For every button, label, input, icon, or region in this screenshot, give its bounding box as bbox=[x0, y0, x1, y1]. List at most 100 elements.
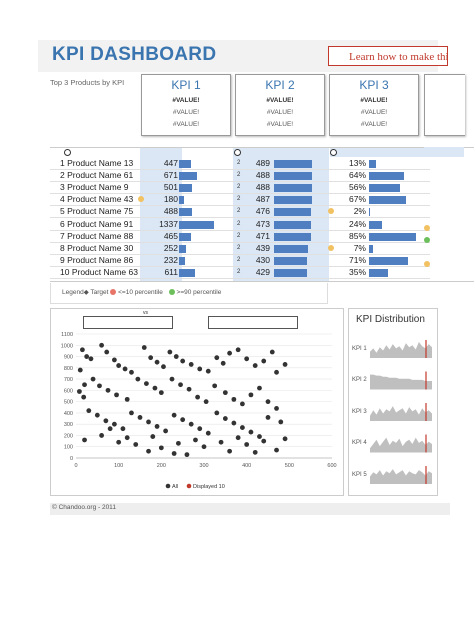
legend-all-marker bbox=[165, 483, 171, 489]
table-row-divider bbox=[50, 193, 430, 195]
x-tick-label: 200 bbox=[157, 463, 166, 469]
y-tick-label: 600 bbox=[64, 388, 73, 394]
x-tick-label: 0 bbox=[74, 463, 77, 469]
kpi3-percentile-marker bbox=[328, 208, 334, 215]
table-row-label: 2 Product Name 61 bbox=[60, 170, 134, 181]
kpi1-bar bbox=[179, 220, 214, 229]
kpi2-value: 473 bbox=[255, 218, 270, 229]
scatter-point bbox=[222, 390, 228, 396]
kpi1-sort-radio[interactable] bbox=[64, 149, 71, 156]
scatter-point bbox=[129, 410, 134, 416]
scatter-point bbox=[257, 385, 262, 391]
scatter-point bbox=[122, 366, 128, 372]
table-bottom-border bbox=[50, 281, 474, 282]
kpi1-bar bbox=[179, 256, 185, 265]
scatter-point bbox=[112, 421, 117, 427]
scatter-point bbox=[80, 347, 85, 353]
kpi3-value: 71% bbox=[348, 254, 366, 265]
kpi2-value: 476 bbox=[255, 206, 270, 217]
scatter-point bbox=[222, 416, 228, 421]
distribution-label-kpi4: KPI 4 bbox=[352, 440, 367, 446]
kpi4-marker bbox=[424, 225, 430, 231]
x-tick-label: 300 bbox=[199, 463, 208, 469]
kpi4-marker bbox=[424, 261, 430, 267]
scatter-point bbox=[171, 412, 177, 418]
kpi2-value: 471 bbox=[255, 230, 270, 241]
table-row-divider bbox=[50, 277, 430, 279]
kpi3-header-shade bbox=[330, 147, 424, 157]
scatter-point bbox=[137, 415, 143, 420]
scatter-point bbox=[124, 396, 130, 402]
x-tick-label: 600 bbox=[327, 463, 336, 469]
kpi2-bar bbox=[274, 256, 307, 265]
kpi2-rank: 2 bbox=[237, 172, 241, 179]
kpi-card-value: #VALUE! bbox=[172, 109, 200, 116]
table-row-label: 1 Product Name 13 bbox=[60, 158, 134, 168]
scatter-point bbox=[77, 389, 82, 394]
scatter-point bbox=[278, 419, 284, 425]
kpi1-value: 671 bbox=[163, 170, 178, 181]
scatter-point bbox=[90, 376, 96, 382]
page-title: KPI DASHBOARD bbox=[52, 44, 217, 65]
scatter-point bbox=[180, 417, 186, 423]
scatter-point bbox=[169, 376, 175, 382]
scatter-point bbox=[141, 345, 147, 350]
legend: Legend◆ Target <=10 percentile >=90 perc… bbox=[62, 288, 221, 296]
y-kpi-select[interactable] bbox=[208, 316, 298, 329]
kpi2-bar bbox=[274, 196, 312, 205]
scatter-point bbox=[201, 444, 207, 450]
kpi2-bar bbox=[274, 220, 311, 229]
kpi3-sort-radio[interactable] bbox=[330, 149, 337, 156]
y-tick-label: 0 bbox=[70, 456, 73, 462]
kpi3-value: 7% bbox=[353, 242, 366, 253]
kpi2-sort-radio[interactable] bbox=[234, 149, 241, 156]
distribution-label-kpi2: KPI 2 bbox=[352, 377, 367, 383]
table-row-divider bbox=[50, 205, 430, 207]
top-products-caption: Top 3 Products by KPI bbox=[50, 78, 125, 87]
scatter-point bbox=[112, 357, 117, 363]
scatter-point bbox=[105, 387, 111, 393]
scatter-point bbox=[124, 435, 130, 441]
scatter-point bbox=[180, 358, 186, 364]
table-row-divider bbox=[50, 265, 430, 267]
kpi-card-4-partial bbox=[424, 74, 465, 136]
table-row-divider bbox=[50, 253, 430, 255]
distribution-area-kpi3 bbox=[370, 406, 432, 421]
scatter-point bbox=[186, 386, 192, 392]
legend-all-label: All bbox=[172, 484, 178, 490]
scatter-point bbox=[99, 433, 104, 438]
scatter-point bbox=[205, 368, 211, 374]
scatter-point bbox=[269, 349, 275, 355]
scatter-point bbox=[227, 448, 233, 454]
table-row-divider bbox=[50, 241, 430, 243]
kpi-card-value: #VALUE! bbox=[266, 97, 294, 104]
kpi-card-value: #VALUE! bbox=[266, 121, 294, 128]
scatter-point bbox=[171, 451, 177, 456]
scatter-point bbox=[274, 369, 279, 375]
table-row-divider bbox=[50, 217, 430, 219]
scatter-point bbox=[188, 362, 194, 367]
learn-how-button[interactable]: Learn how to make this d bbox=[328, 46, 448, 66]
kpi2-rank: 2 bbox=[237, 268, 241, 275]
scatter-point bbox=[282, 436, 288, 442]
kpi-card-3: KPI 3 #VALUE! #VALUE! #VALUE! bbox=[329, 74, 419, 136]
kpi2-value: 439 bbox=[255, 242, 270, 253]
scatter-point bbox=[97, 383, 102, 389]
kpi2-value: 489 bbox=[255, 158, 270, 168]
kpi4-marker bbox=[424, 237, 430, 243]
scatter-point bbox=[104, 349, 110, 355]
kpi2-value: 487 bbox=[255, 194, 270, 205]
kpi-card-title: KPI 1 bbox=[171, 78, 201, 92]
kpi3-value: 2% bbox=[353, 206, 366, 217]
scatter-point bbox=[116, 363, 122, 368]
scatter-point bbox=[252, 449, 258, 455]
x-kpi-select[interactable] bbox=[83, 316, 173, 329]
scatter-point bbox=[235, 347, 241, 353]
y-tick-label: 700 bbox=[64, 377, 73, 383]
y-tick-label: 500 bbox=[64, 400, 73, 406]
scatter-point bbox=[146, 448, 151, 454]
scatter-point bbox=[152, 385, 158, 391]
kpi3-value: 13% bbox=[348, 158, 366, 168]
distribution-title: KPI Distribution bbox=[356, 314, 425, 325]
kpi-card-value: #VALUE! bbox=[360, 121, 388, 128]
